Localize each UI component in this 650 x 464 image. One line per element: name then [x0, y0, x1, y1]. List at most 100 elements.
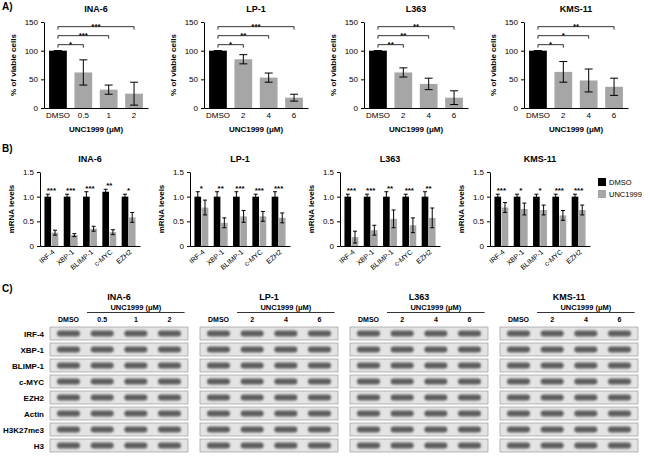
y-tick: 1.5 — [323, 168, 340, 177]
band — [241, 411, 264, 417]
row-label: H3 — [34, 442, 45, 451]
y-tick: 50 — [189, 75, 204, 84]
chart-title: L363 — [406, 4, 427, 14]
blot-strip — [200, 423, 338, 436]
blot-strip — [350, 407, 488, 420]
lane-label: DMSO — [508, 316, 530, 323]
band — [574, 395, 597, 401]
y-axis: 050100150 — [25, 18, 45, 113]
x-axis-line — [525, 108, 629, 109]
bar — [194, 197, 201, 246]
plot-area — [529, 51, 623, 108]
y-tick-label: 0.5 — [473, 217, 485, 226]
x-tick-label: 4 — [426, 111, 431, 120]
y-tick-label: 150 — [25, 18, 39, 27]
y-tick: 1.5 — [173, 168, 190, 177]
error-bar — [53, 230, 57, 235]
band — [158, 411, 181, 417]
lane-label: 0.5 — [97, 316, 107, 323]
y-tick: 1.0 — [323, 193, 340, 202]
significance: * — [538, 186, 542, 195]
band — [91, 443, 114, 449]
band — [357, 411, 380, 417]
x-axis: DMSO246 — [525, 109, 629, 120]
y-tick-mark — [337, 246, 340, 247]
y-axis: 050100150 — [185, 18, 205, 113]
y-tick: 0 — [354, 104, 364, 113]
band — [158, 427, 181, 433]
band — [541, 331, 564, 337]
y-axis-line — [44, 23, 45, 109]
blot-panel: LP-1UNC1999 (μM)DMSO246 — [200, 292, 338, 452]
lane-label: 6 — [468, 316, 472, 323]
error-bar — [585, 69, 593, 92]
band — [308, 331, 331, 337]
plot-area — [194, 197, 285, 246]
header-underline — [237, 312, 335, 313]
band — [158, 395, 181, 401]
x-tick-label: 4 — [586, 111, 591, 120]
chart: 00.51.01.5IRF-4XBP-1BLIMP-1c-MYCEZH2****… — [7, 154, 141, 271]
band — [57, 363, 80, 369]
x-tick-label: 6 — [452, 111, 457, 120]
error-bars — [496, 194, 584, 220]
x-axis: IRF-4XBP-1BLIMP-1c-MYCEZH2 — [488, 247, 591, 271]
bar — [49, 51, 67, 108]
band — [541, 347, 564, 353]
band — [541, 443, 564, 449]
x-tick: DMSO — [206, 111, 230, 120]
y-tick: 150 — [25, 18, 44, 27]
lane-label: DMSO — [358, 316, 380, 323]
y-tick: 0 — [480, 242, 490, 251]
bar — [502, 208, 509, 246]
band — [57, 443, 80, 449]
band — [274, 395, 297, 401]
y-tick-mark — [37, 172, 40, 173]
error-bar — [503, 203, 507, 213]
y-axis-title: mRNA levels — [7, 184, 16, 233]
legend-swatch — [598, 178, 606, 186]
y-tick-label: 0 — [194, 104, 199, 113]
y-tick-label: 50 — [29, 75, 38, 84]
x-tick-label: DMSO — [366, 111, 390, 120]
y-tick-mark — [41, 108, 44, 109]
band — [391, 347, 414, 353]
lane-label: 6 — [618, 316, 622, 323]
band — [308, 363, 331, 369]
band — [608, 411, 631, 417]
y-tick-mark — [41, 22, 44, 23]
plot-area — [344, 197, 435, 246]
blot-strip — [500, 407, 638, 420]
x-tick: 2 — [561, 111, 566, 120]
y-axis: 00.51.01.5 — [173, 168, 191, 251]
error-bar — [423, 192, 427, 202]
band — [458, 379, 481, 385]
chart: 050100150DMSO246******LP-1% of viable ce… — [169, 4, 309, 134]
y-tick: 150 — [185, 18, 204, 27]
significance: *** — [85, 184, 95, 193]
blot-panel: INA-6UNC1999 (μM)DMSO0.512 — [50, 292, 188, 452]
band — [308, 379, 331, 385]
bar — [529, 51, 547, 108]
blot-title: KMS-11 — [553, 292, 586, 302]
band — [91, 395, 114, 401]
significance: *** — [497, 186, 507, 195]
y-tick-mark — [201, 108, 204, 109]
header-underline — [537, 312, 635, 313]
significance: ** — [106, 181, 113, 190]
lane-label: DMSO — [208, 316, 230, 323]
band — [424, 395, 447, 401]
significance: * — [562, 31, 566, 40]
y-axis-title: % of viable cells — [329, 34, 338, 96]
blot-strip — [350, 391, 488, 404]
y-tick: 50 — [509, 75, 524, 84]
band — [207, 443, 230, 449]
band — [91, 411, 114, 417]
band — [241, 443, 264, 449]
x-axis-line — [45, 108, 149, 109]
y-tick-mark — [37, 221, 40, 222]
x-tick: DMSO — [46, 111, 70, 120]
x-tick-label: IRF-4 — [188, 248, 206, 265]
y-tick: 0 — [194, 104, 204, 113]
blot-title: LP-1 — [259, 292, 279, 302]
